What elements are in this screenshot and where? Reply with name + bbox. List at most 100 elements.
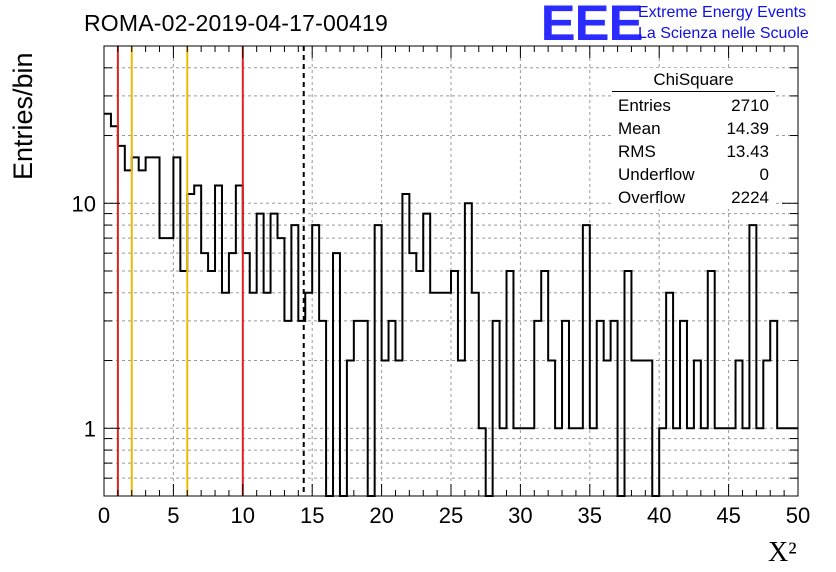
histogram-line bbox=[104, 112, 798, 497]
histogram-bin bbox=[770, 321, 777, 496]
histogram-bin bbox=[472, 293, 479, 496]
histogram-bin bbox=[590, 428, 597, 496]
x-tick-label: 25 bbox=[439, 503, 463, 528]
histogram-bin bbox=[631, 361, 638, 496]
x-tick-label: 15 bbox=[300, 503, 324, 528]
histogram-bin bbox=[402, 194, 409, 496]
histogram-bin bbox=[701, 428, 708, 496]
histogram-bin bbox=[444, 293, 451, 496]
histogram-bin bbox=[611, 321, 618, 496]
histogram-bin bbox=[541, 271, 548, 496]
y-axis-label: Entries/bin bbox=[8, 52, 38, 180]
histogram-bin bbox=[423, 214, 430, 496]
y-tick-label: 10 bbox=[72, 191, 96, 216]
histogram-bin bbox=[583, 225, 590, 496]
histogram-bin bbox=[520, 428, 527, 496]
histogram-bin bbox=[201, 253, 208, 496]
histogram-bin bbox=[638, 361, 645, 496]
histogram-bin bbox=[243, 253, 250, 496]
histogram-bin bbox=[312, 225, 319, 496]
histogram-bin bbox=[153, 157, 160, 496]
histogram-bin bbox=[507, 271, 514, 496]
histogram-bin bbox=[284, 321, 291, 496]
stats-value: 0 bbox=[759, 165, 769, 184]
histogram-bin bbox=[271, 214, 278, 496]
histogram-bin bbox=[722, 428, 729, 496]
histogram-bin bbox=[493, 321, 500, 496]
histogram-bin bbox=[576, 428, 583, 496]
histogram-bin bbox=[118, 146, 125, 496]
histogram-bin bbox=[291, 225, 298, 496]
stats-box: ChiSquare Entries 2710 Mean 14.39 RMS 13… bbox=[612, 68, 775, 209]
x-axis-label: X² bbox=[768, 537, 797, 568]
histogram-bin bbox=[756, 428, 763, 496]
stats-label: Underflow bbox=[618, 165, 695, 184]
axis-tick-labels: 0 5 10 15 20 25 30 35 40 45 50 1 10 bbox=[72, 191, 811, 528]
stats-label: Mean bbox=[618, 119, 661, 138]
histogram-bin bbox=[361, 321, 368, 496]
x-tick-label: 40 bbox=[647, 503, 671, 528]
x-tick-label: 10 bbox=[231, 503, 255, 528]
stats-label: Overflow bbox=[618, 188, 686, 207]
stats-row-overflow: Overflow 2224 bbox=[612, 186, 775, 209]
histogram-bin bbox=[395, 361, 402, 496]
histogram-bin bbox=[319, 321, 326, 496]
histogram-bin bbox=[416, 271, 423, 496]
histogram-bin bbox=[562, 321, 569, 496]
histogram-bin bbox=[208, 271, 215, 496]
stats-row-entries: Entries 2710 bbox=[612, 94, 775, 117]
histogram-bin bbox=[375, 225, 382, 496]
stats-row-rms: RMS 13.43 bbox=[612, 140, 775, 163]
histogram-bin bbox=[430, 293, 437, 496]
histogram-bin bbox=[715, 428, 722, 496]
histogram-bin bbox=[194, 185, 201, 496]
histogram-bin bbox=[742, 428, 749, 496]
histogram-bin bbox=[597, 321, 604, 496]
histogram-bin bbox=[666, 293, 673, 496]
histogram-bin bbox=[111, 126, 118, 496]
histogram-bin bbox=[333, 253, 340, 496]
histogram-bin bbox=[604, 361, 611, 496]
histogram-bin bbox=[215, 185, 222, 496]
histogram-bin bbox=[687, 428, 694, 496]
histogram-bin bbox=[659, 428, 666, 496]
histogram-bin bbox=[479, 428, 486, 496]
stats-label: RMS bbox=[618, 142, 656, 161]
histogram-bin bbox=[437, 293, 444, 496]
histogram-bin bbox=[736, 361, 743, 496]
histogram-bin bbox=[382, 361, 389, 496]
histogram-bin bbox=[173, 157, 180, 496]
stats-value: 2710 bbox=[731, 96, 769, 115]
stats-value: 13.43 bbox=[726, 142, 769, 161]
histogram-bin bbox=[132, 157, 139, 496]
histogram-bin bbox=[278, 238, 285, 496]
histogram-bin bbox=[534, 321, 541, 496]
histogram-bin bbox=[673, 428, 680, 496]
histogram-bin bbox=[625, 271, 632, 496]
x-tick-label: 35 bbox=[578, 503, 602, 528]
histogram-bin bbox=[645, 361, 652, 496]
histogram-bin bbox=[187, 194, 194, 496]
histogram-bin bbox=[229, 253, 236, 496]
histogram-bin bbox=[777, 428, 784, 496]
histogram-bin bbox=[708, 271, 715, 496]
histogram-bin bbox=[166, 238, 173, 496]
x-tick-label: 45 bbox=[716, 503, 740, 528]
x-tick-label: 50 bbox=[786, 503, 810, 528]
histogram-bin bbox=[458, 361, 465, 496]
histogram-bin bbox=[527, 428, 534, 496]
stats-value: 2224 bbox=[731, 188, 769, 207]
axis-ticks bbox=[103, 46, 799, 496]
histogram-bin bbox=[347, 361, 354, 496]
eee-logo: EEE bbox=[540, 0, 644, 51]
histogram-bin bbox=[555, 428, 562, 496]
x-tick-label: 20 bbox=[369, 503, 393, 528]
histogram-bin bbox=[569, 428, 576, 496]
histogram-bin bbox=[139, 170, 146, 496]
histogram-bin bbox=[257, 214, 264, 496]
histogram-bin bbox=[305, 293, 312, 496]
histogram-bin bbox=[680, 321, 687, 496]
histogram-bin bbox=[236, 185, 243, 496]
histogram-bin bbox=[729, 428, 736, 496]
